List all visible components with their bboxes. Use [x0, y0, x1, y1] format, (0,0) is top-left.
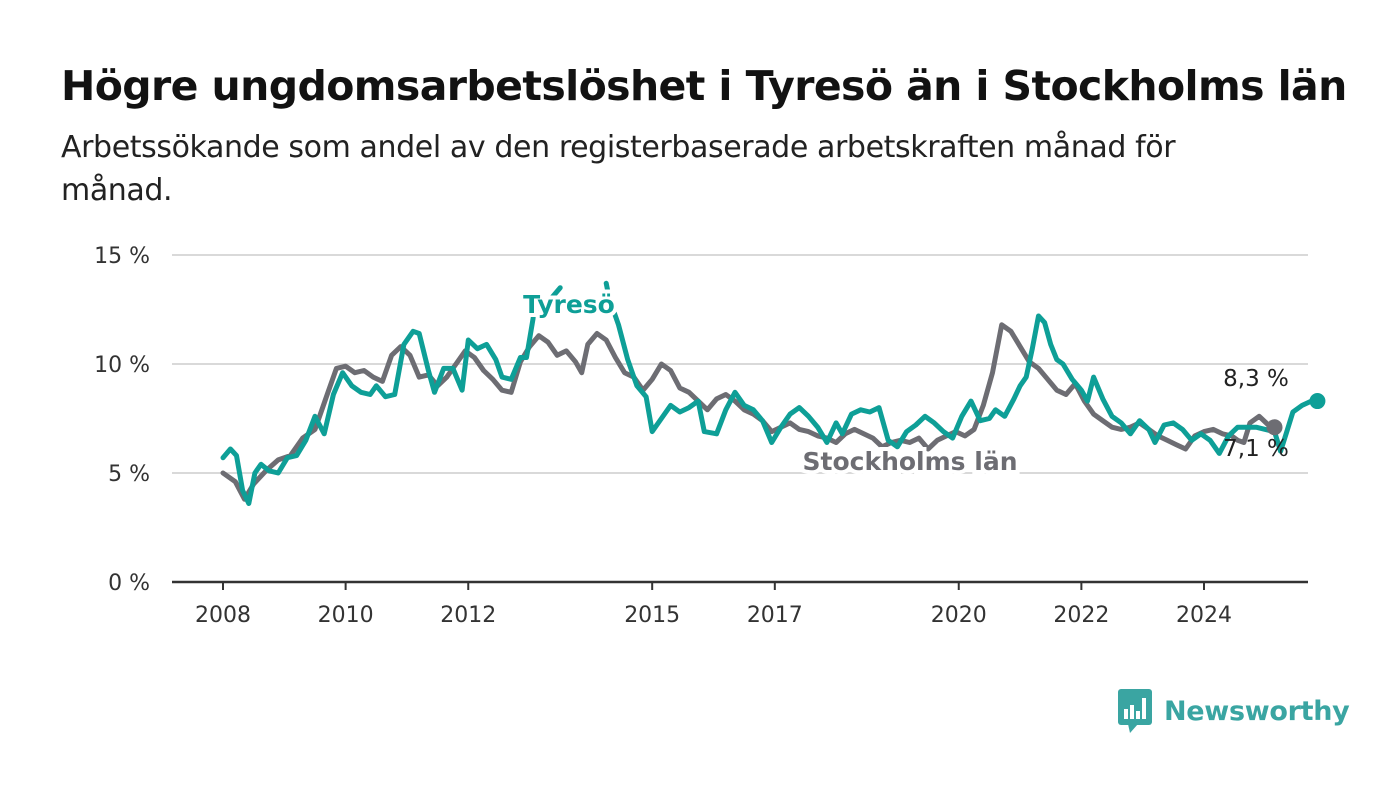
label-layer: 8,3 % 7,1 % Stockholms län Tyresö	[519, 286, 1289, 480]
stockholms-lan-series-label: Stockholms län	[803, 447, 1018, 476]
chart-subtitle: Arbetssökande som andel av den registerb…	[61, 130, 1176, 208]
stockholms-lan-end-value-label: 7,1 %	[1223, 436, 1289, 462]
y-tick-label: 5 %	[108, 462, 150, 487]
x-tick-label: 2008	[195, 603, 251, 628]
tyreso-end-value-label: 8,3 %	[1223, 366, 1289, 392]
x-tick-label: 2022	[1053, 603, 1109, 628]
tyreso-series-label: Tyresö	[523, 290, 615, 319]
chart-title: Högre ungdomsarbetslöshet i Tyresö än i …	[61, 62, 1347, 110]
brand-name: Newsworthy	[1164, 695, 1350, 727]
tyreso-end-point	[1309, 393, 1326, 410]
tyreso-series-line	[220, 285, 563, 506]
tyreso-series-line	[603, 280, 1320, 456]
series-layer	[220, 280, 1326, 506]
axis-layer: 0 % 5 % 10 % 15 % 2008 2010 2012 2015 2017 2020 20…	[94, 244, 1308, 628]
x-tick-label: 2020	[931, 603, 987, 628]
x-tick-label: 2012	[440, 603, 496, 628]
x-tick-label: 2010	[318, 603, 374, 628]
x-tick-label: 2015	[624, 603, 680, 628]
newsworthy-logo[interactable]: Newsworthy	[1118, 689, 1350, 733]
y-tick-label: 15 %	[94, 244, 150, 269]
stockholms-lan-end-point	[1266, 419, 1283, 436]
bar-chart-speech-bubble-icon	[1118, 689, 1152, 733]
grid-layer	[172, 254, 1308, 474]
x-tick-label: 2017	[747, 603, 803, 628]
y-tick-label: 10 %	[94, 353, 150, 378]
y-tick-label: 0 %	[108, 571, 150, 596]
x-tick-label: 2024	[1176, 603, 1232, 628]
